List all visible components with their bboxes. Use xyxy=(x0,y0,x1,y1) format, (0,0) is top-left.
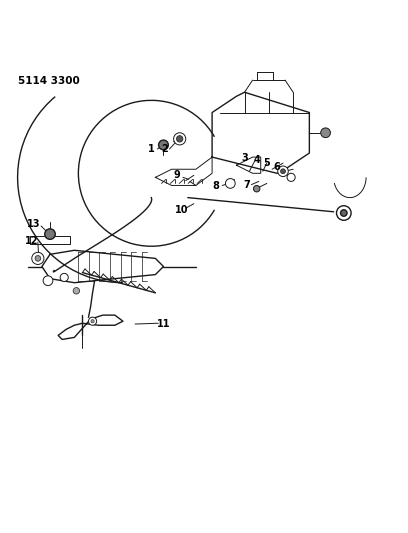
Text: 4: 4 xyxy=(254,155,261,165)
Circle shape xyxy=(174,133,186,145)
Text: 5114 3300: 5114 3300 xyxy=(18,76,79,86)
Circle shape xyxy=(281,169,286,174)
Text: 11: 11 xyxy=(157,319,170,329)
Text: 2: 2 xyxy=(161,144,168,154)
Circle shape xyxy=(341,210,347,216)
Circle shape xyxy=(35,255,41,261)
Circle shape xyxy=(89,317,97,325)
Circle shape xyxy=(43,276,53,286)
Text: 6: 6 xyxy=(274,162,280,172)
Text: 8: 8 xyxy=(213,181,220,191)
Circle shape xyxy=(287,173,295,181)
Text: 9: 9 xyxy=(173,171,180,180)
Circle shape xyxy=(32,252,44,264)
Circle shape xyxy=(159,140,169,150)
Circle shape xyxy=(73,288,80,294)
Circle shape xyxy=(253,185,260,192)
Text: 13: 13 xyxy=(27,219,40,229)
Circle shape xyxy=(45,229,55,239)
Circle shape xyxy=(321,128,330,138)
Text: 10: 10 xyxy=(175,205,188,215)
Circle shape xyxy=(176,135,183,142)
Circle shape xyxy=(278,166,288,176)
Text: 5: 5 xyxy=(264,158,270,168)
Circle shape xyxy=(60,273,68,281)
Circle shape xyxy=(226,179,235,188)
Circle shape xyxy=(337,206,351,220)
Circle shape xyxy=(91,320,94,323)
Text: 12: 12 xyxy=(25,236,38,246)
Text: 3: 3 xyxy=(241,153,248,163)
Text: 1: 1 xyxy=(148,144,155,154)
Text: 7: 7 xyxy=(243,181,250,190)
